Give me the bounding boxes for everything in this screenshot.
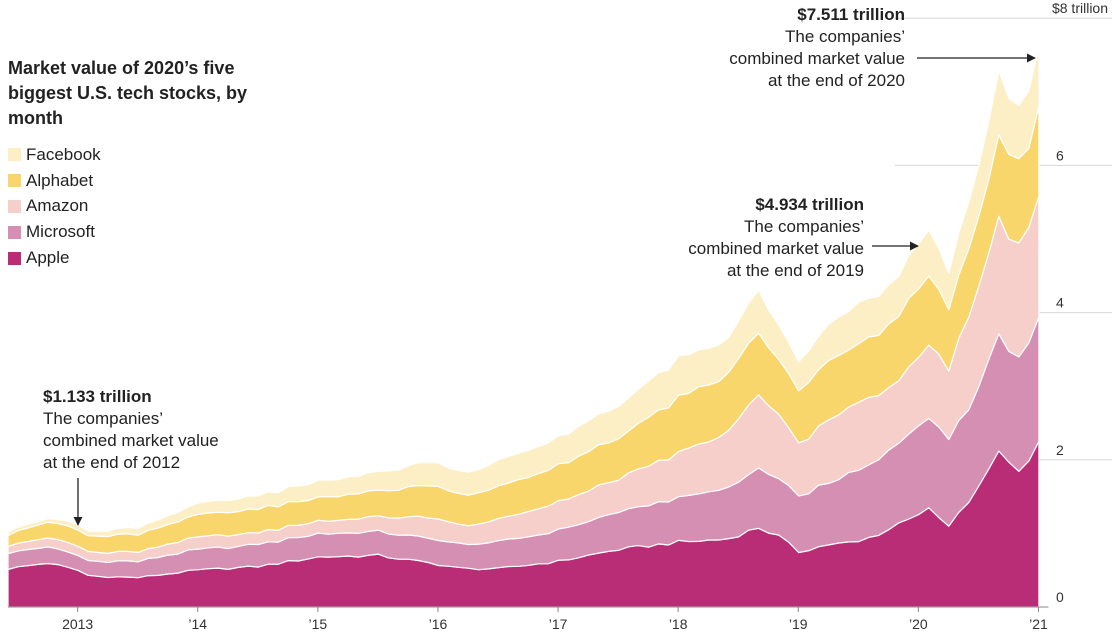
legend-swatch-facebook xyxy=(8,148,21,162)
y-tick-label-8: $8 trillion xyxy=(1052,0,1108,16)
annotation-2020-text: The companies’ combined market value at … xyxy=(729,27,905,90)
y-tick-label-0: 0 xyxy=(1056,589,1064,605)
annotation-2019-value: $4.934 trillion xyxy=(755,195,864,214)
legend-label-apple: Apple xyxy=(26,248,70,268)
legend-item-facebook: Facebook xyxy=(8,142,101,168)
y-tick-label-2: 2 xyxy=(1056,442,1064,458)
legend-item-microsoft: Microsoft xyxy=(8,219,101,245)
legend-item-alphabet: Alphabet xyxy=(8,168,101,194)
x-tick-label-16: ’16 xyxy=(429,616,448,632)
legend-swatch-amazon xyxy=(8,199,21,213)
y-tick-label-6: 6 xyxy=(1056,147,1064,163)
legend-label-alphabet: Alphabet xyxy=(26,170,94,190)
legend-label-microsoft: Microsoft xyxy=(26,222,95,242)
legend: Facebook Alphabet Amazon Microsoft Apple xyxy=(8,142,101,271)
annotation-2020-value: $7.511 trillion xyxy=(797,5,905,24)
area-facebook xyxy=(7,47,1040,538)
x-tick-label-20: ’20 xyxy=(909,616,928,632)
annotation-2012: $1.133 trillion The companies’ combined … xyxy=(43,386,219,474)
legend-label-facebook: Facebook xyxy=(26,144,101,164)
x-tick-label-19: ’19 xyxy=(789,616,808,632)
legend-swatch-alphabet xyxy=(8,174,21,188)
annotation-2019-text: The companies’ combined market value at … xyxy=(688,217,864,280)
x-tick-label-17: ’17 xyxy=(549,616,568,632)
legend-item-apple: Apple xyxy=(8,245,101,271)
legend-item-amazon: Amazon xyxy=(8,194,101,220)
x-tick-label-2013: 2013 xyxy=(62,616,93,632)
legend-label-amazon: Amazon xyxy=(26,196,89,216)
y-tick-label-4: 4 xyxy=(1056,295,1064,311)
annotation-2020: $7.511 trillion The companies’ combined … xyxy=(729,4,905,92)
annotation-2012-text: The companies’ combined market value at … xyxy=(43,409,219,472)
annotation-2019: $4.934 trillion The companies’ combined … xyxy=(688,194,864,282)
x-tick-label-14: ’14 xyxy=(188,616,207,632)
x-tick-label-21: ’21 xyxy=(1029,616,1048,632)
chart-title: Market value of 2020’s five biggest U.S.… xyxy=(8,58,248,128)
x-tick-label-15: ’15 xyxy=(309,616,328,632)
legend-swatch-microsoft xyxy=(8,225,21,239)
legend-swatch-apple xyxy=(8,251,21,265)
x-tick-label-18: ’18 xyxy=(669,616,688,632)
annotation-2012-value: $1.133 trillion xyxy=(43,387,152,406)
